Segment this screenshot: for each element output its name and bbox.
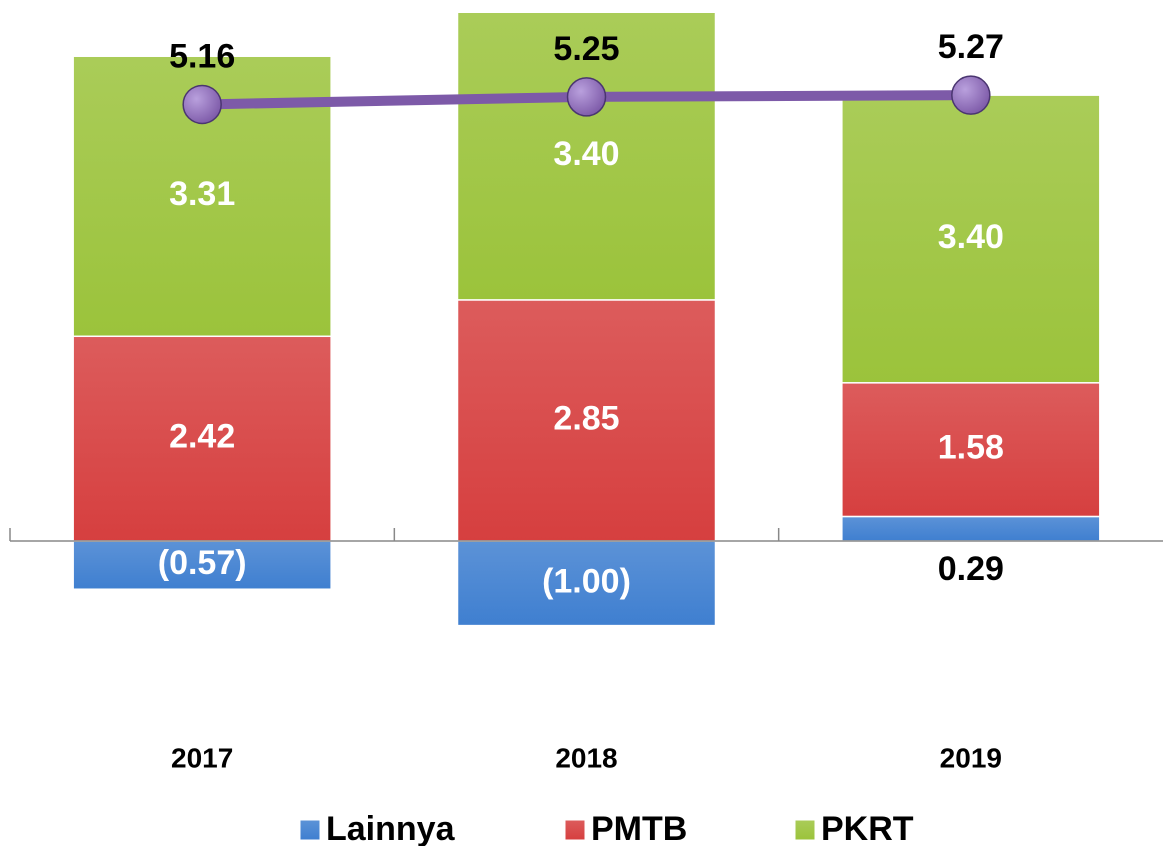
legend-label: Lainnya (326, 810, 456, 846)
legend-swatch (299, 819, 321, 841)
data-label: 1.58 (938, 429, 1004, 467)
legend-label: PMTB (591, 810, 687, 846)
x-tick-label: 2018 (555, 742, 617, 773)
legend-item: Lainnya (299, 810, 456, 846)
data-label: 2.85 (553, 399, 619, 437)
bar-segment (841, 94, 1101, 384)
bar-segment (456, 11, 717, 301)
line-label: 5.27 (938, 28, 1004, 66)
data-label: (1.00) (542, 562, 631, 600)
bar-segment (456, 299, 717, 542)
line-point (182, 84, 222, 125)
legend-swatch (564, 819, 586, 841)
data-label: (0.57) (158, 544, 247, 582)
data-label: 0.29 (938, 550, 1004, 588)
legend-item: PKRT (794, 810, 914, 846)
bar-segment (456, 540, 717, 627)
legend-item: PMTB (564, 810, 687, 846)
data-label: 3.40 (553, 135, 619, 173)
data-label: 3.31 (169, 175, 235, 213)
x-tick-label: 2019 (940, 742, 1002, 773)
line-label: 5.16 (169, 37, 235, 75)
data-label: 2.42 (169, 418, 235, 456)
legend-swatch (794, 819, 816, 841)
data-label: 3.40 (938, 218, 1004, 256)
line-point (566, 77, 607, 117)
bar-segment (841, 382, 1101, 518)
legend-label: PKRT (821, 810, 914, 846)
bar-segment (72, 540, 332, 590)
bar-segment (841, 515, 1101, 542)
line-label: 5.25 (553, 30, 619, 68)
bar-segment (72, 335, 332, 542)
line-point (951, 75, 991, 115)
x-tick-label: 2017 (171, 742, 233, 773)
